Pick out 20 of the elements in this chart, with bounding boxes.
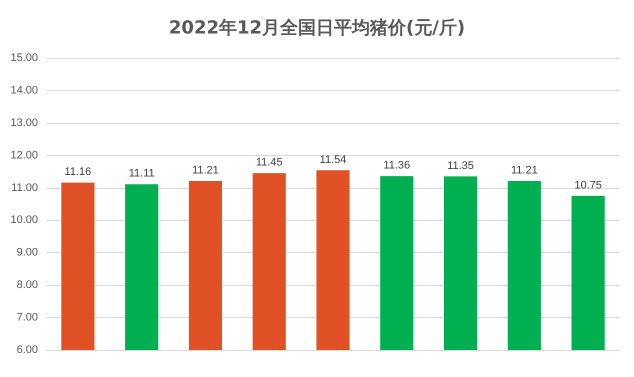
y-tick-label: 7.00 [16,312,38,324]
y-tick-label: 13.00 [10,116,38,129]
data-label: 11.16 [64,166,92,178]
data-label: 11.45 [256,156,283,169]
y-tick-label: 10.00 [10,214,38,226]
y-tick-label: 6.00 [16,344,38,356]
chart-title: 2022年12月全国日平均猪价(元/斤) [168,18,466,38]
data-label: 11.35 [447,160,474,172]
data-label: 11.11 [128,168,155,180]
y-tick-label: 9.00 [16,246,38,259]
y-tick-label: 12.00 [10,149,38,162]
data-label: 11.36 [383,160,410,172]
y-tick-label: 11.00 [11,182,38,194]
data-label: 11.54 [320,154,346,166]
y-tick-label: 8.00 [16,279,38,292]
data-label: 10.75 [574,179,602,192]
data-label: 11.21 [510,164,538,176]
y-tick-label: 15.00 [10,52,38,64]
data-label: 11.21 [192,164,219,176]
y-tick-label: 14.00 [10,84,38,96]
